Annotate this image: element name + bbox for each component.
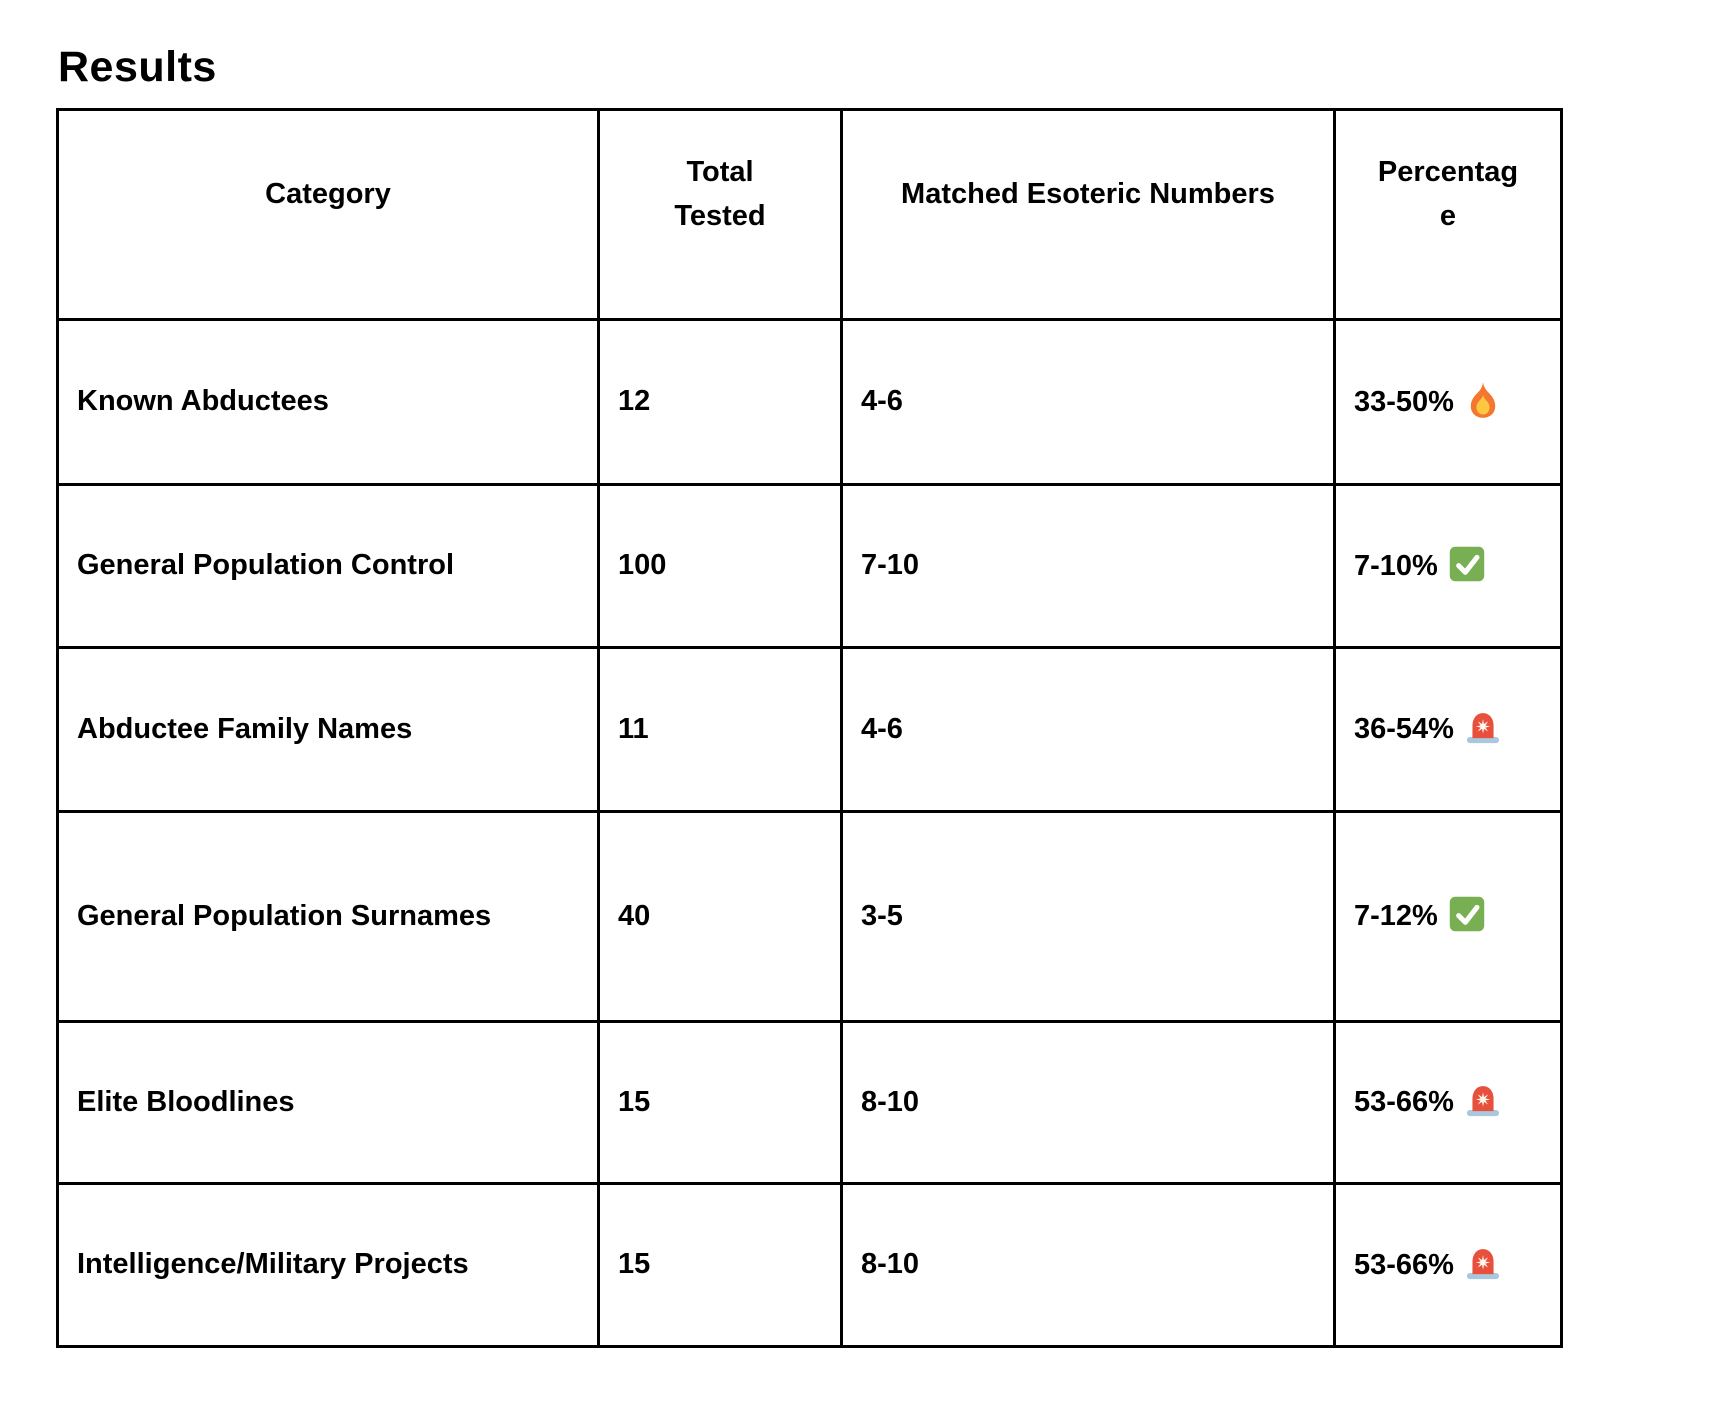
- column-header-matched-esoteric-numbers: Matched Esoteric Numbers: [840, 108, 1336, 321]
- category-cell: Known Abductees: [56, 318, 600, 486]
- column-header-total-tested: Total Tested: [597, 108, 843, 321]
- percentage-cell: 7-12%: [1333, 810, 1563, 1023]
- fire-icon: [1463, 380, 1503, 420]
- total-tested-cell: 15: [597, 1020, 843, 1185]
- total-tested-cell: 12: [597, 318, 843, 486]
- percentage-value: 53-66%: [1354, 1086, 1454, 1119]
- category-cell: Abductee Family Names: [56, 646, 600, 813]
- category-cell: Intelligence/Military Projects: [56, 1182, 600, 1348]
- table-row: Abductee Family Names 11 4-6 36-54%: [56, 646, 1563, 813]
- total-tested-cell: 100: [597, 483, 843, 649]
- table-row: General Population Control 100 7-10 7-10…: [56, 483, 1563, 649]
- matched-numbers-cell: 8-10: [840, 1020, 1336, 1185]
- percentage-cell: 53-66%: [1333, 1020, 1563, 1185]
- results-table: Category Total Tested Matched Esoteric N…: [56, 108, 1563, 1348]
- percentage-value: 7-10%: [1354, 549, 1438, 582]
- table-row: General Population Surnames 40 3-5 7-12%: [56, 810, 1563, 1023]
- total-tested-cell: 15: [597, 1182, 843, 1348]
- percentage-cell: 36-54%: [1333, 646, 1563, 813]
- siren-icon: [1463, 1080, 1503, 1120]
- column-header-percentage: Percentage: [1333, 108, 1563, 321]
- category-cell: Elite Bloodlines: [56, 1020, 600, 1185]
- table-header-row: Category Total Tested Matched Esoteric N…: [56, 108, 1563, 321]
- matched-numbers-cell: 7-10: [840, 483, 1336, 649]
- siren-icon: [1463, 1243, 1503, 1283]
- total-tested-cell: 11: [597, 646, 843, 813]
- matched-numbers-cell: 4-6: [840, 318, 1336, 486]
- check-mark-icon: [1447, 544, 1487, 584]
- matched-numbers-cell: 4-6: [840, 646, 1336, 813]
- table-row: Known Abductees 12 4-6 33-50%: [56, 318, 1563, 486]
- siren-icon: [1463, 707, 1503, 747]
- percentage-value: 53-66%: [1354, 1248, 1454, 1281]
- percentage-cell: 33-50%: [1333, 318, 1563, 486]
- category-cell: General Population Surnames: [56, 810, 600, 1023]
- percentage-value: 33-50%: [1354, 385, 1454, 418]
- table-row: Elite Bloodlines 15 8-10 53-66%: [56, 1020, 1563, 1185]
- check-mark-icon: [1447, 894, 1487, 934]
- percentage-cell: 7-10%: [1333, 483, 1563, 649]
- percentage-value: 7-12%: [1354, 900, 1438, 933]
- category-cell: General Population Control: [56, 483, 600, 649]
- column-header-category: Category: [56, 108, 600, 321]
- matched-numbers-cell: 3-5: [840, 810, 1336, 1023]
- page-title: Results: [58, 43, 217, 91]
- percentage-value: 36-54%: [1354, 713, 1454, 746]
- matched-numbers-cell: 8-10: [840, 1182, 1336, 1348]
- total-tested-cell: 40: [597, 810, 843, 1023]
- table-row: Intelligence/Military Projects 15 8-10 5…: [56, 1182, 1563, 1348]
- percentage-cell: 53-66%: [1333, 1182, 1563, 1348]
